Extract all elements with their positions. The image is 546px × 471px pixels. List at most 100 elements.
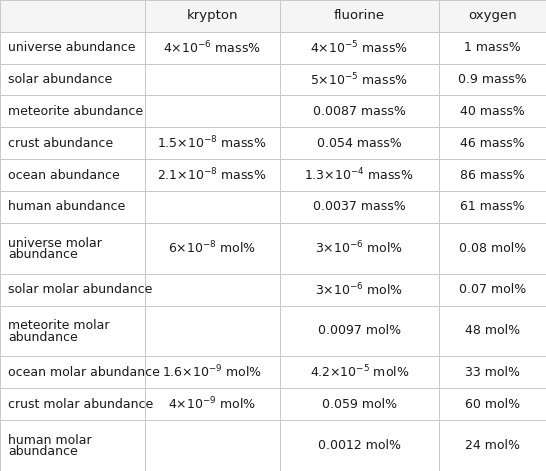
Text: 48 mol%: 48 mol% <box>465 325 520 338</box>
Bar <box>438 357 546 388</box>
Bar <box>438 32 546 64</box>
Bar <box>0 357 145 388</box>
Text: ocean abundance: ocean abundance <box>8 169 120 181</box>
Bar <box>438 127 546 159</box>
Bar <box>0 306 145 357</box>
Bar <box>145 32 280 64</box>
Text: $3{\times}10^{-6}$ mol%: $3{\times}10^{-6}$ mol% <box>315 240 403 257</box>
Bar <box>280 64 438 96</box>
Text: $4.2{\times}10^{-5}$ mol%: $4.2{\times}10^{-5}$ mol% <box>310 364 409 381</box>
Bar <box>0 159 145 191</box>
Text: 0.07 mol%: 0.07 mol% <box>459 283 526 296</box>
Text: crust abundance: crust abundance <box>8 137 114 150</box>
Bar <box>438 420 546 471</box>
Text: 61 mass%: 61 mass% <box>460 200 525 213</box>
Text: 46 mass%: 46 mass% <box>460 137 525 150</box>
Bar <box>438 191 546 223</box>
Bar <box>280 32 438 64</box>
Bar <box>280 306 438 357</box>
Text: krypton: krypton <box>187 9 238 23</box>
Text: 0.08 mol%: 0.08 mol% <box>459 242 526 255</box>
Bar <box>280 127 438 159</box>
Bar <box>0 64 145 96</box>
Bar <box>145 274 280 306</box>
Bar <box>145 127 280 159</box>
Bar <box>438 0 546 32</box>
Bar <box>280 388 438 420</box>
Text: 0.0087 mass%: 0.0087 mass% <box>313 105 406 118</box>
Text: universe molar: universe molar <box>8 236 102 250</box>
Text: ocean molar abundance: ocean molar abundance <box>8 366 160 379</box>
Bar <box>280 274 438 306</box>
Text: 40 mass%: 40 mass% <box>460 105 525 118</box>
Bar <box>145 223 280 274</box>
Bar <box>438 388 546 420</box>
Text: solar abundance: solar abundance <box>8 73 112 86</box>
Bar <box>0 0 145 32</box>
Bar <box>145 191 280 223</box>
Bar <box>438 223 546 274</box>
Text: 86 mass%: 86 mass% <box>460 169 525 181</box>
Bar <box>145 0 280 32</box>
Text: $1.3{\times}10^{-4}$ mass%: $1.3{\times}10^{-4}$ mass% <box>305 167 414 183</box>
Bar <box>0 32 145 64</box>
Bar <box>0 191 145 223</box>
Bar <box>145 96 280 127</box>
Bar <box>438 96 546 127</box>
Text: $4{\times}10^{-5}$ mass%: $4{\times}10^{-5}$ mass% <box>311 40 408 56</box>
Text: 0.0097 mol%: 0.0097 mol% <box>318 325 401 338</box>
Text: $2.1{\times}10^{-8}$ mass%: $2.1{\times}10^{-8}$ mass% <box>157 167 267 183</box>
Bar <box>280 96 438 127</box>
Text: 33 mol%: 33 mol% <box>465 366 520 379</box>
Text: $1.5{\times}10^{-8}$ mass%: $1.5{\times}10^{-8}$ mass% <box>157 135 267 152</box>
Bar <box>280 223 438 274</box>
Bar <box>0 388 145 420</box>
Bar <box>0 127 145 159</box>
Text: 0.9 mass%: 0.9 mass% <box>458 73 527 86</box>
Text: 0.0037 mass%: 0.0037 mass% <box>313 200 406 213</box>
Text: meteorite abundance: meteorite abundance <box>8 105 143 118</box>
Bar <box>145 388 280 420</box>
Text: 0.0012 mol%: 0.0012 mol% <box>318 439 401 452</box>
Bar <box>438 159 546 191</box>
Bar <box>280 0 438 32</box>
Text: 1 mass%: 1 mass% <box>464 41 521 54</box>
Bar <box>280 191 438 223</box>
Bar <box>145 357 280 388</box>
Text: solar molar abundance: solar molar abundance <box>8 283 152 296</box>
Bar <box>438 274 546 306</box>
Text: human abundance: human abundance <box>8 200 126 213</box>
Bar <box>280 357 438 388</box>
Text: $4{\times}10^{-6}$ mass%: $4{\times}10^{-6}$ mass% <box>163 40 261 56</box>
Bar <box>438 306 546 357</box>
Text: abundance: abundance <box>8 445 78 458</box>
Text: 60 mol%: 60 mol% <box>465 398 520 411</box>
Bar <box>145 64 280 96</box>
Text: abundance: abundance <box>8 248 78 261</box>
Text: universe abundance: universe abundance <box>8 41 136 54</box>
Bar <box>145 159 280 191</box>
Bar <box>0 96 145 127</box>
Text: $5{\times}10^{-5}$ mass%: $5{\times}10^{-5}$ mass% <box>311 71 408 88</box>
Text: abundance: abundance <box>8 331 78 344</box>
Text: fluorine: fluorine <box>334 9 385 23</box>
Bar <box>145 306 280 357</box>
Text: crust molar abundance: crust molar abundance <box>8 398 153 411</box>
Bar <box>0 420 145 471</box>
Text: $4{\times}10^{-9}$ mol%: $4{\times}10^{-9}$ mol% <box>168 396 257 413</box>
Text: $6{\times}10^{-8}$ mol%: $6{\times}10^{-8}$ mol% <box>168 240 257 257</box>
Text: 0.054 mass%: 0.054 mass% <box>317 137 402 150</box>
Text: 0.059 mol%: 0.059 mol% <box>322 398 397 411</box>
Text: meteorite molar: meteorite molar <box>8 319 110 333</box>
Bar <box>0 274 145 306</box>
Text: 24 mol%: 24 mol% <box>465 439 520 452</box>
Bar <box>280 420 438 471</box>
Text: $3{\times}10^{-6}$ mol%: $3{\times}10^{-6}$ mol% <box>315 281 403 298</box>
Bar <box>145 420 280 471</box>
Text: oxygen: oxygen <box>468 9 517 23</box>
Bar <box>0 223 145 274</box>
Text: human molar: human molar <box>8 434 92 447</box>
Text: $1.6{\times}10^{-9}$ mol%: $1.6{\times}10^{-9}$ mol% <box>162 364 263 381</box>
Bar <box>438 64 546 96</box>
Bar <box>280 159 438 191</box>
